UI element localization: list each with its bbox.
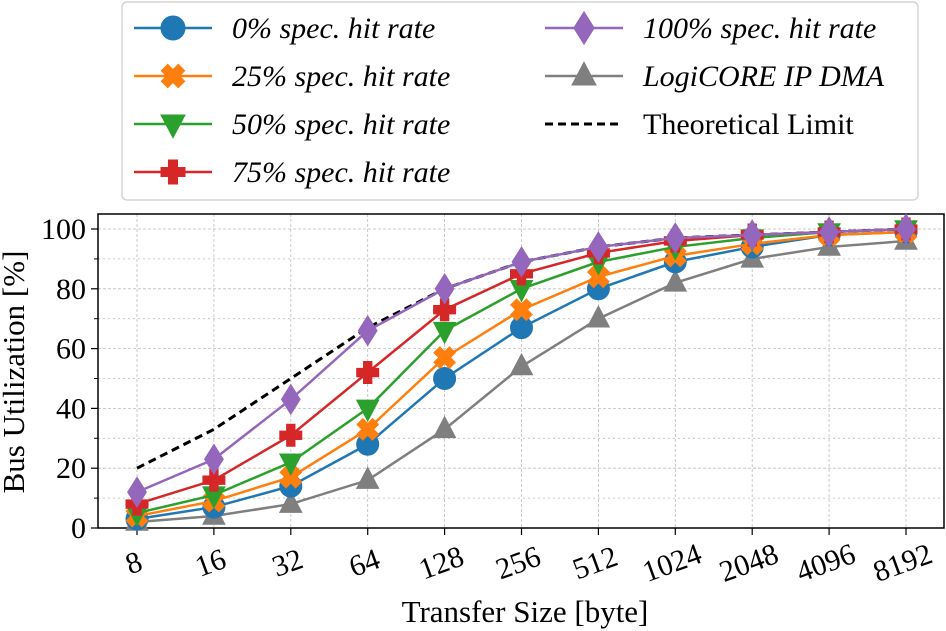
data-point bbox=[357, 468, 379, 489]
data-point bbox=[435, 274, 454, 304]
data-point bbox=[434, 368, 456, 390]
x-tick-label: 16 bbox=[191, 542, 230, 583]
data-point bbox=[511, 354, 533, 375]
y-tick-label: 80 bbox=[56, 273, 86, 306]
x-tick-label: 256 bbox=[491, 540, 545, 586]
axes: 0 20 40 60 80 100 8 16 32 64 128 256 512 1024 2048 4096… bbox=[41, 213, 944, 589]
data-point bbox=[205, 444, 224, 474]
legend-label: 75% spec. hit rate bbox=[232, 156, 450, 189]
data-point bbox=[358, 316, 377, 346]
x-tick-label: 32 bbox=[268, 542, 307, 583]
data-point bbox=[587, 306, 609, 327]
x-tick-label: 128 bbox=[415, 540, 469, 586]
y-tick-label: 100 bbox=[41, 213, 86, 246]
x-tick-label: 2048 bbox=[715, 537, 783, 589]
legend-label: LogiCORE IP DMA bbox=[642, 60, 885, 93]
series-layer bbox=[121, 214, 921, 531]
legend: 0% spec. hit rate 25% spec. hit rate 50% s… bbox=[122, 2, 918, 200]
x-tick-label: 8192 bbox=[869, 537, 937, 589]
x-tick-label: 64 bbox=[345, 542, 384, 583]
x-tick-label: 8 bbox=[121, 545, 146, 581]
x-tick-label: 512 bbox=[568, 540, 622, 586]
legend-label: 100% spec. hit rate bbox=[643, 12, 876, 45]
x-axis-title: Transfer Size [byte] bbox=[402, 594, 649, 629]
legend-marker bbox=[161, 16, 185, 40]
legend-label: 25% spec. hit rate bbox=[232, 60, 450, 93]
data-point bbox=[281, 385, 300, 415]
data-point bbox=[434, 417, 456, 438]
y-tick-label: 40 bbox=[56, 392, 86, 425]
x-tick-label: 1024 bbox=[638, 537, 706, 589]
y-tick-label: 0 bbox=[71, 512, 86, 545]
x-tick-label: 4096 bbox=[792, 537, 860, 589]
legend-label: 50% spec. hit rate bbox=[232, 108, 450, 141]
y-axis-title: Bus Utilization [%] bbox=[0, 251, 31, 494]
y-tick-label: 60 bbox=[56, 333, 86, 366]
legend-label: Theoretical Limit bbox=[643, 108, 854, 141]
y-tick-label: 20 bbox=[56, 452, 86, 485]
legend-label: 0% spec. hit rate bbox=[232, 12, 435, 45]
data-point bbox=[357, 400, 379, 421]
data-point bbox=[511, 317, 533, 339]
